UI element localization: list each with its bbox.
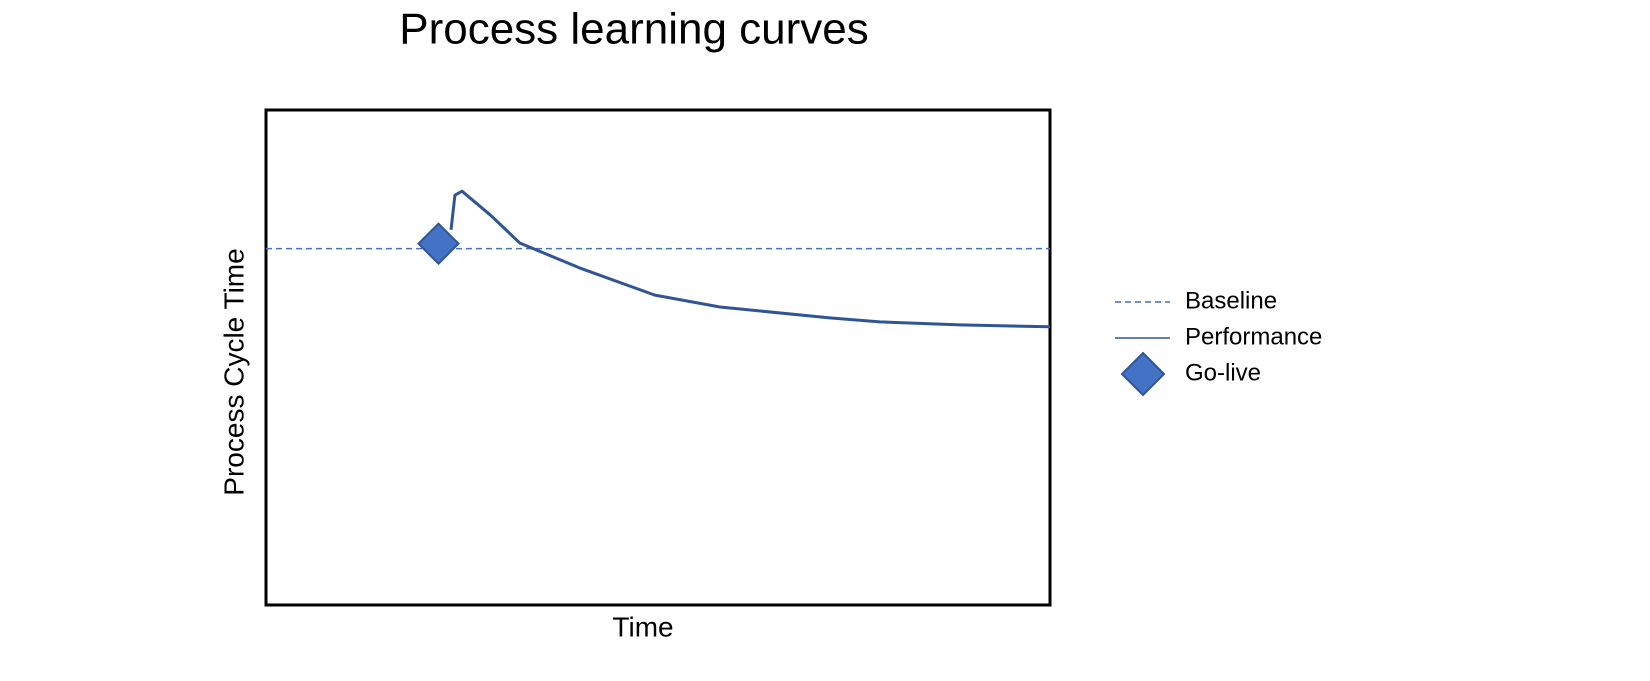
x-axis-label: Time bbox=[612, 611, 673, 642]
y-axis-label: Process Cycle Time bbox=[218, 248, 249, 495]
legend-label: Performance bbox=[1185, 323, 1322, 350]
plot-frame bbox=[264, 108, 1052, 607]
legend-marker bbox=[1120, 351, 1166, 397]
chart-title: Process learning curves bbox=[399, 5, 869, 54]
legend-label: Go-live bbox=[1185, 359, 1261, 386]
go-live-marker bbox=[417, 222, 460, 266]
series-line bbox=[449, 189, 1051, 329]
legend-label: Baseline bbox=[1185, 287, 1277, 314]
